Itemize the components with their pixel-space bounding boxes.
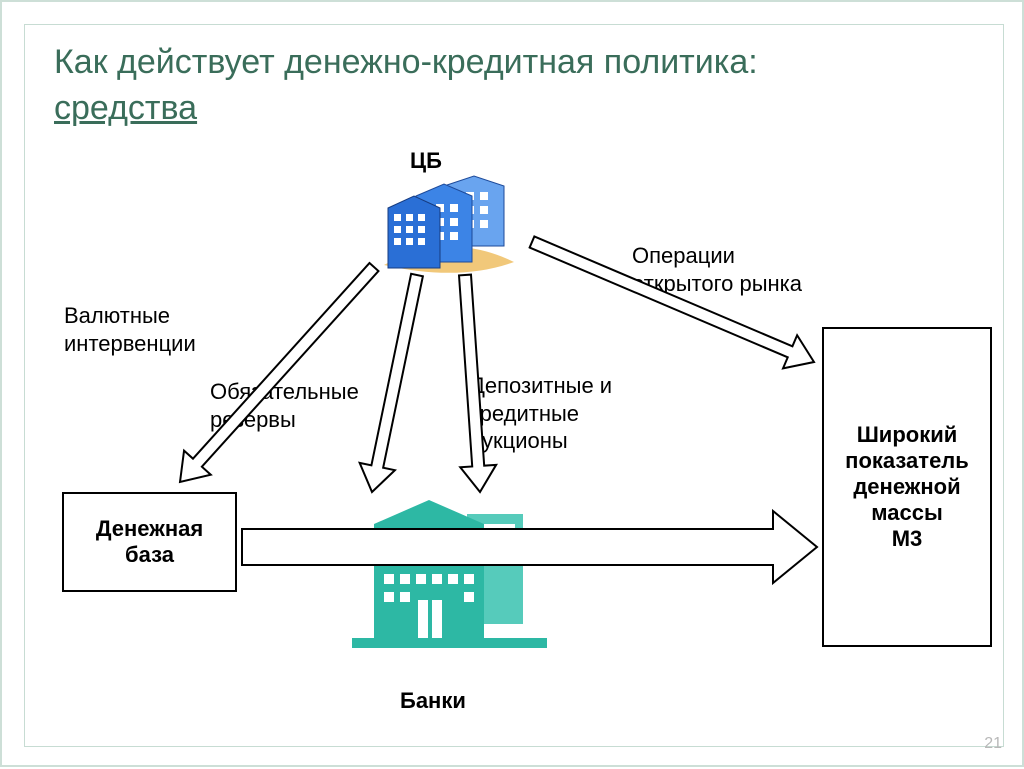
central-bank-icon bbox=[374, 170, 524, 290]
fx-interventions-label: Валютныеинтервенции bbox=[64, 302, 264, 357]
m3-box: Широкий показатель денежной массы М3 bbox=[822, 327, 992, 647]
title-line-1: Как действует денежно-кредитная политика… bbox=[54, 43, 758, 81]
title-line-2: средства bbox=[54, 89, 197, 127]
slide: Как действует денежно-кредитная политика… bbox=[0, 0, 1024, 767]
monetary-base-box: Денежная база bbox=[62, 492, 237, 592]
required-reserves-label: Обязательныерезервы bbox=[210, 378, 430, 433]
m3-box-text: Широкий показатель денежной массы М3 bbox=[830, 422, 984, 552]
banks-label: Банки bbox=[400, 687, 466, 715]
open-market-ops-label: Операцииоткрытого рынка bbox=[632, 242, 892, 297]
banks-icon bbox=[352, 492, 522, 642]
slide-title: Как действует денежно-кредитная политика… bbox=[54, 40, 954, 132]
deposit-credit-auctions-label: Депозитные икредитныеаукционы bbox=[470, 372, 690, 455]
page-number: 21 bbox=[984, 735, 1002, 753]
